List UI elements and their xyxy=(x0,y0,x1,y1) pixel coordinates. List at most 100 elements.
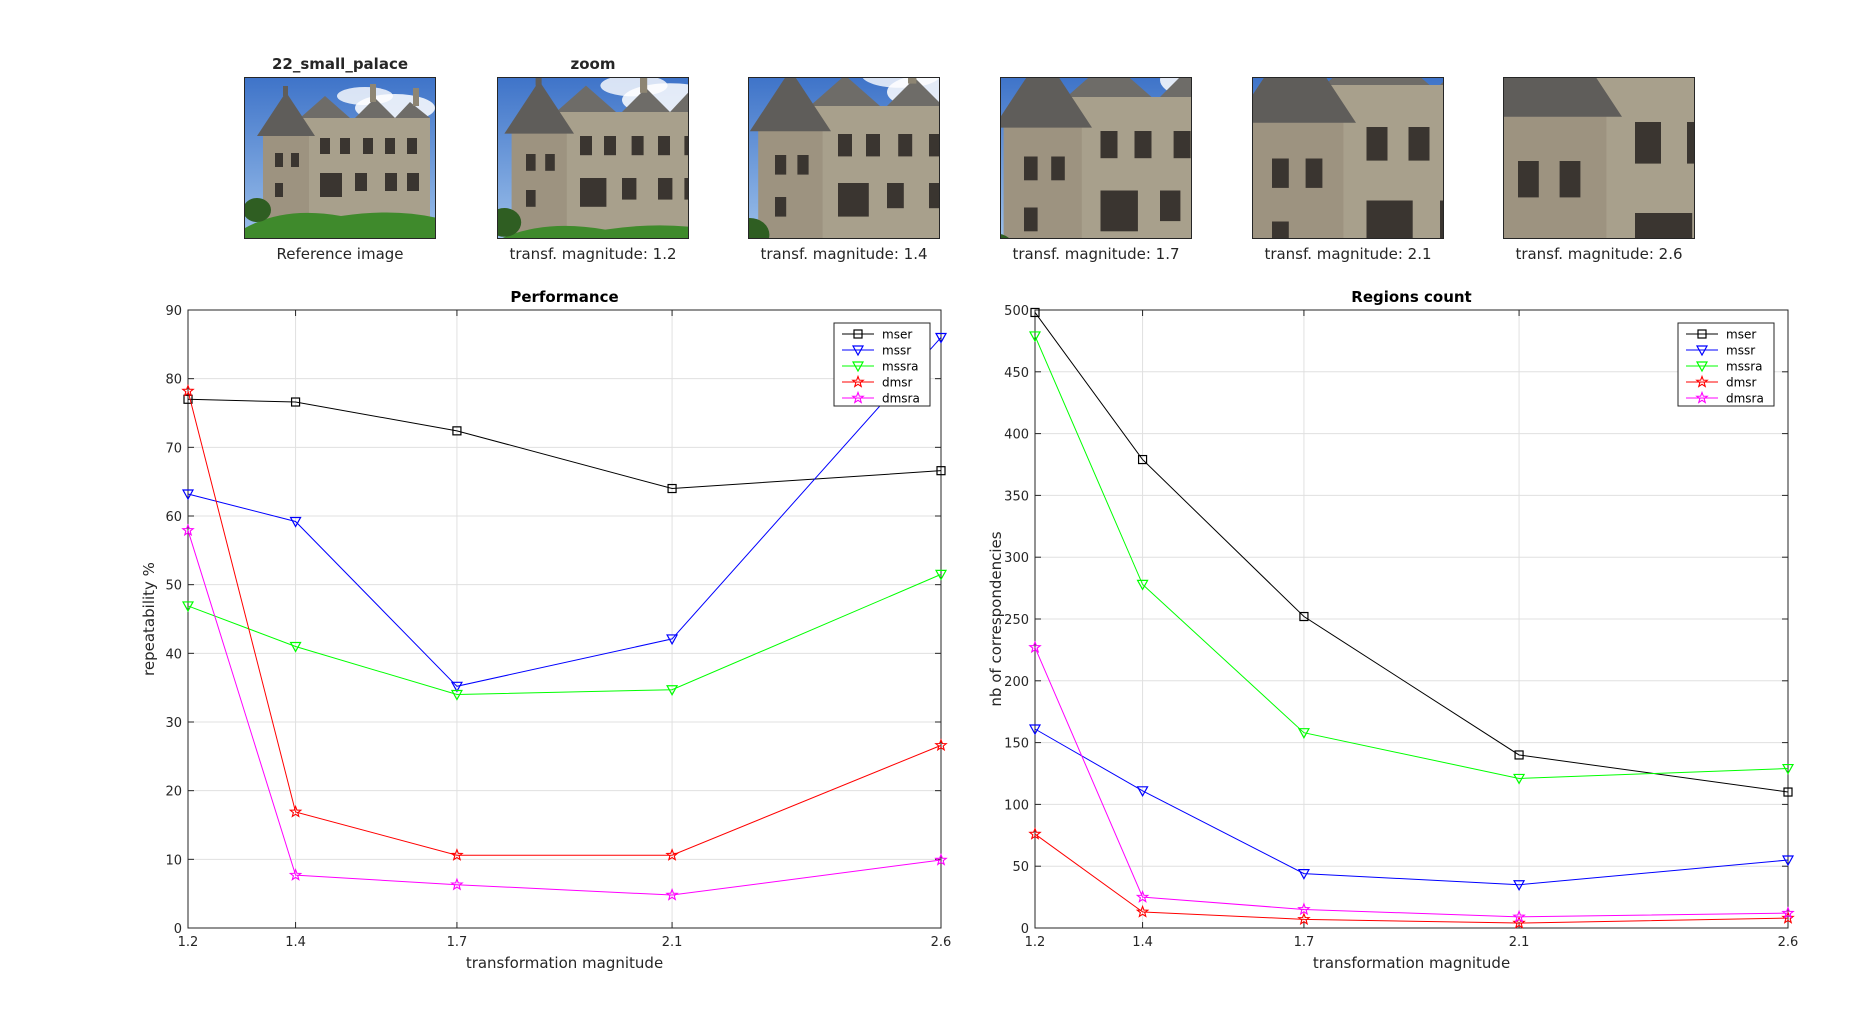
x-tick-label: 1.2 xyxy=(1025,935,1046,950)
series-line-dmsr xyxy=(1034,833,1789,924)
thumbnail-caption: transf. magnitude: 2.6 xyxy=(1515,245,1683,263)
x-tick-label: 1.7 xyxy=(1294,935,1315,950)
series-line-mssr xyxy=(1034,728,1789,886)
y-tick-label: 40 xyxy=(165,647,182,662)
data-point-mser xyxy=(1030,307,1040,318)
data-point-dmsr xyxy=(1781,911,1795,924)
thumbnail-image xyxy=(1000,77,1192,239)
data-point-mser xyxy=(1137,454,1148,465)
data-point-mssra xyxy=(1781,763,1795,775)
data-point-mssra xyxy=(666,685,679,696)
data-point-dmsr xyxy=(1028,826,1042,840)
chart-title: Performance xyxy=(510,288,618,306)
thumbnail-image xyxy=(748,77,940,239)
legend-marker xyxy=(851,361,865,373)
data-point-mser xyxy=(1299,611,1309,622)
y-tick-label: 70 xyxy=(165,441,182,456)
data-point-mser xyxy=(1514,750,1524,760)
y-tick-label: 200 xyxy=(1004,675,1029,690)
y-tick-label: 400 xyxy=(1004,428,1029,443)
y-tick-label: 50 xyxy=(165,579,182,594)
series-line-mser xyxy=(187,398,942,490)
thumbnail-image xyxy=(1503,77,1695,239)
x-tick-label: 2.1 xyxy=(1509,935,1530,950)
legend-marker xyxy=(1697,329,1707,339)
data-point-dmsr xyxy=(1512,915,1526,929)
legend-box xyxy=(1677,322,1775,407)
data-point-mssr xyxy=(934,332,948,344)
y-tick-label: 80 xyxy=(165,373,182,388)
y-tick-label: 60 xyxy=(165,510,182,525)
x-tick-label: 1.2 xyxy=(178,935,199,950)
data-point-mssr xyxy=(1513,880,1526,891)
data-point-mssra xyxy=(1028,331,1042,343)
y-tick-label: 500 xyxy=(1004,304,1029,319)
y-tick-label: 50 xyxy=(1012,860,1029,875)
thumbnail-image xyxy=(497,77,689,239)
data-point-dmsr xyxy=(665,848,679,861)
data-point-mssra xyxy=(181,601,195,613)
x-axis-label: transformation magnitude xyxy=(1313,954,1510,972)
data-point-dmsr xyxy=(1135,904,1150,918)
thumbnail-caption: transf. magnitude: 1.2 xyxy=(509,245,677,263)
legend-marker xyxy=(851,345,865,357)
x-tick-label: 1.4 xyxy=(285,935,306,950)
data-point-mssr xyxy=(181,489,195,501)
data-point-dmsra xyxy=(1135,890,1150,903)
y-tick-label: 90 xyxy=(165,304,182,319)
series-line-dmsra xyxy=(1034,647,1789,918)
axes-box xyxy=(187,309,942,929)
legend-label: dmsr xyxy=(1726,376,1757,390)
data-point-mssra xyxy=(289,641,302,653)
x-tick-label: 1.4 xyxy=(1132,935,1153,950)
x-tick-label: 2.1 xyxy=(662,935,683,950)
legend-box xyxy=(833,322,931,407)
legend-marker xyxy=(1695,390,1709,404)
legend-label: mssra xyxy=(1726,360,1762,374)
legend-label: mser xyxy=(1726,328,1756,342)
data-point-mssr xyxy=(1297,869,1310,880)
y-axis-label: nb of correspondencies xyxy=(987,531,1005,706)
legend-label: dmsra xyxy=(882,392,920,406)
thumbnail-caption: transf. magnitude: 1.7 xyxy=(1012,245,1180,263)
data-point-mser xyxy=(1783,787,1793,797)
series-line-mssra xyxy=(1034,335,1789,779)
legend-label: mser xyxy=(882,328,912,342)
data-point-dmsra xyxy=(1297,902,1311,916)
legend-marker xyxy=(1695,374,1709,388)
data-point-mssra xyxy=(934,569,948,581)
y-tick-label: 0 xyxy=(1021,922,1029,937)
y-tick-label: 300 xyxy=(1004,551,1029,566)
series-line-mser xyxy=(1034,312,1789,793)
thumbnail-caption: transf. magnitude: 1.4 xyxy=(760,245,928,263)
y-tick-label: 450 xyxy=(1004,366,1029,381)
data-point-mser xyxy=(290,397,301,407)
legend: mser mssr mssra dmsr dmsra xyxy=(1677,322,1775,407)
performance-chart: 0 10 20 30 40 50 60 70 80 90 1.2 1.4 1.7 2.1 2.6 Perfor… xyxy=(140,288,951,972)
data-point-dmsr xyxy=(450,848,464,861)
thumbnail-caption: Reference image xyxy=(276,245,404,263)
data-point-dmsra xyxy=(1781,906,1795,919)
y-tick-label: 0 xyxy=(174,922,182,937)
legend-label: mssr xyxy=(1726,344,1755,358)
y-tick-label: 30 xyxy=(165,716,182,731)
data-point-dmsra xyxy=(1028,640,1042,654)
data-point-dmsr xyxy=(1297,912,1311,926)
thumbnail-title: 22_small_palace xyxy=(271,55,409,73)
series-line-mssr xyxy=(187,337,942,687)
thumbnail-image xyxy=(1252,77,1444,239)
legend-label: mssra xyxy=(882,360,918,374)
legend-marker xyxy=(851,374,865,388)
data-point-mser xyxy=(452,426,462,436)
chart-title: Regions count xyxy=(1351,288,1471,306)
data-point-dmsra xyxy=(934,852,948,866)
x-axis-label: transformation magnitude xyxy=(466,954,663,972)
data-point-dmsr xyxy=(181,383,195,397)
x-tick-label: 2.6 xyxy=(1778,935,1799,950)
x-tick-label: 1.7 xyxy=(447,935,468,950)
data-point-dmsra xyxy=(288,868,303,881)
legend-marker xyxy=(1695,345,1709,357)
series-line-mssra xyxy=(187,573,942,696)
legend-label: mssr xyxy=(882,344,911,358)
